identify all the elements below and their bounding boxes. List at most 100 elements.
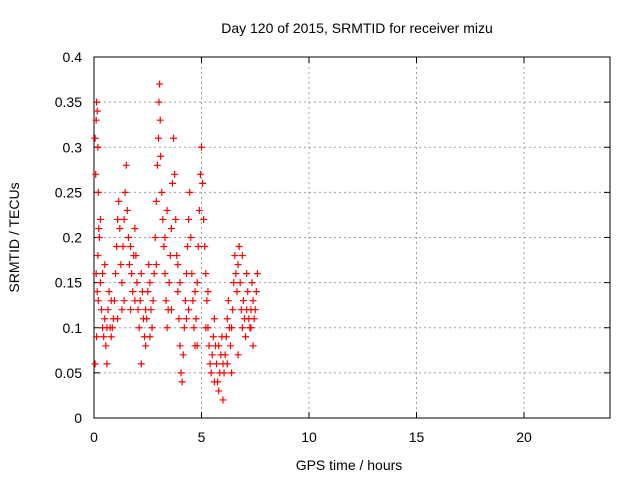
data-point <box>209 333 217 341</box>
data-point <box>91 134 99 142</box>
data-point <box>174 261 182 269</box>
y-tick-label: 0.4 <box>63 49 83 65</box>
data-point <box>188 270 196 278</box>
data-point <box>93 333 101 341</box>
data-point <box>205 342 213 350</box>
data-point <box>117 261 125 269</box>
data-point <box>253 270 261 278</box>
data-point <box>202 324 210 332</box>
data-point <box>185 215 193 223</box>
data-point <box>213 360 221 368</box>
data-point <box>189 297 197 305</box>
data-point <box>137 270 145 278</box>
data-point <box>247 324 255 332</box>
data-point <box>168 179 176 187</box>
data-point <box>215 387 223 395</box>
data-point <box>176 279 184 287</box>
data-point <box>244 288 252 296</box>
data-point <box>193 279 201 287</box>
data-point <box>208 351 216 359</box>
data-point <box>146 333 154 341</box>
data-point <box>93 107 101 115</box>
data-point <box>92 170 100 178</box>
data-point <box>195 206 203 214</box>
data-point <box>152 261 160 269</box>
y-tick-label: 0.25 <box>55 184 82 200</box>
data-point <box>104 306 112 314</box>
data-point <box>107 297 115 305</box>
data-point <box>100 333 108 341</box>
data-point <box>134 306 142 314</box>
data-point <box>250 315 258 323</box>
data-point <box>118 279 126 287</box>
data-point <box>198 143 205 151</box>
data-point <box>156 80 164 88</box>
data-point <box>121 188 129 196</box>
data-point <box>185 306 193 314</box>
data-point <box>204 288 212 296</box>
data-point <box>242 333 250 341</box>
data-point <box>124 234 132 241</box>
data-point <box>187 234 195 241</box>
data-point <box>123 206 131 214</box>
data-point <box>161 270 169 278</box>
data-point <box>163 206 171 214</box>
data-point <box>107 333 115 341</box>
x-tick-label: 20 <box>516 429 532 445</box>
data-point <box>149 297 157 305</box>
data-point <box>199 179 207 187</box>
data-point <box>221 351 229 359</box>
data-point <box>93 288 101 296</box>
y-tick-label: 0.3 <box>63 139 83 155</box>
data-point <box>158 188 166 196</box>
data-point <box>210 315 218 323</box>
x-tick-label: 5 <box>198 429 206 445</box>
data-point <box>119 243 127 251</box>
data-point <box>127 243 135 251</box>
data-point <box>101 315 109 323</box>
data-point <box>92 116 100 124</box>
data-point <box>233 288 241 296</box>
data-point <box>102 342 110 350</box>
data-point <box>157 152 165 160</box>
data-point <box>210 378 218 386</box>
data-point <box>153 161 161 169</box>
data-point <box>201 243 209 251</box>
data-point <box>112 270 119 278</box>
data-point <box>144 288 152 296</box>
data-point <box>113 243 121 251</box>
data-point <box>155 98 163 106</box>
data-point <box>223 360 231 368</box>
data-point <box>96 215 104 223</box>
data-point <box>194 243 202 251</box>
x-tick-label: 15 <box>409 429 425 445</box>
data-point <box>146 279 154 287</box>
data-point <box>118 306 126 314</box>
data-point <box>232 270 240 278</box>
data-point <box>234 261 242 269</box>
data-point <box>230 279 238 287</box>
data-point <box>96 279 104 287</box>
data-point <box>248 279 256 287</box>
data-point <box>131 297 139 305</box>
data-point <box>196 170 204 178</box>
data-point <box>156 116 164 124</box>
data-points <box>91 80 261 404</box>
data-point <box>184 243 192 251</box>
data-point <box>128 270 136 278</box>
data-point <box>178 378 186 386</box>
data-point <box>239 297 247 305</box>
data-point <box>222 333 230 341</box>
data-point <box>249 297 257 305</box>
data-point <box>179 351 187 359</box>
data-point <box>131 224 139 232</box>
y-tick-label: 0 <box>74 410 82 426</box>
data-point <box>193 342 201 350</box>
data-point <box>114 315 122 323</box>
data-point <box>116 224 124 232</box>
data-point <box>177 369 185 377</box>
data-point <box>129 288 137 296</box>
data-point <box>166 252 174 260</box>
y-tick-label: 0.35 <box>55 94 82 110</box>
data-point <box>238 324 246 332</box>
